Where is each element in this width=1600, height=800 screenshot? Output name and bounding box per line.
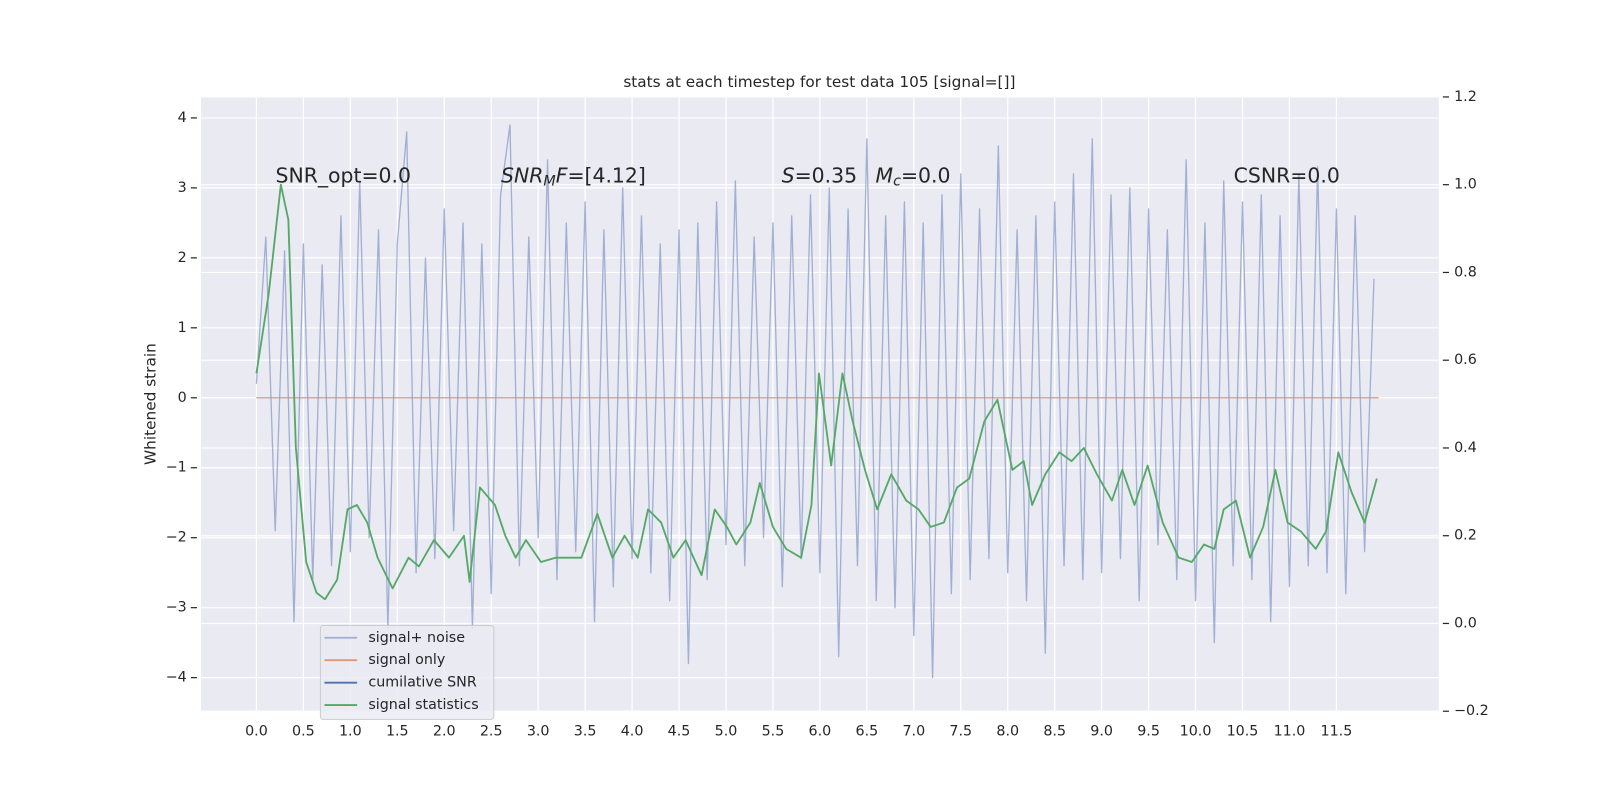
annotation: SNR_opt=0.0 bbox=[276, 164, 412, 189]
y-tick-label: 0 bbox=[178, 390, 187, 406]
x-tick-label: 0.0 bbox=[245, 724, 268, 740]
y-tick-label: 3 bbox=[178, 180, 187, 196]
annotation-part: =[4.12] bbox=[567, 164, 645, 188]
legend-label: signal+ noise bbox=[368, 630, 465, 646]
x-tick-label: 1.5 bbox=[386, 724, 409, 740]
annotation-part: c bbox=[893, 174, 901, 190]
y2-tick-label: 0.2 bbox=[1454, 528, 1477, 544]
x-tick-label: 3.0 bbox=[527, 724, 550, 740]
x-tick-label: 8.0 bbox=[996, 724, 1019, 740]
x-tick-label: 7.5 bbox=[949, 724, 972, 740]
annotation-part: SNR bbox=[501, 164, 543, 188]
series-line bbox=[255, 124, 1375, 679]
annotation-part: F bbox=[556, 164, 568, 188]
legend-label: cumilative SNR bbox=[368, 675, 476, 691]
annotation: S=0.35 bbox=[782, 164, 857, 188]
annotation: CSNR=0.0 bbox=[1234, 164, 1340, 188]
legend: signal+ noise signal only cumilative SNR si… bbox=[319, 625, 495, 720]
y2-tick-label: 1.2 bbox=[1454, 89, 1477, 105]
series-line bbox=[255, 183, 1378, 601]
y-tick-label: −1 bbox=[166, 460, 187, 476]
x-tick-label: 10.5 bbox=[1227, 724, 1259, 740]
x-tick-label: 3.5 bbox=[574, 724, 597, 740]
y-tick-label: 1 bbox=[178, 320, 187, 336]
x-tick-label: 5.0 bbox=[715, 724, 738, 740]
x-tick-label: 11.5 bbox=[1321, 724, 1353, 740]
x-tick-label: 7.0 bbox=[902, 724, 925, 740]
legend-label: signal statistics bbox=[368, 697, 478, 713]
annotation-part: =0.35 bbox=[795, 164, 858, 188]
chart-title: stats at each timestep for test data 105… bbox=[623, 73, 1015, 91]
labels: 0.0 0.5 1.0 1.5 2.0 2.5 3.0 3.5 4.0 4.5 5.0 5.5 6.0 6… bbox=[166, 89, 1489, 740]
x-tick-label: 10.0 bbox=[1180, 724, 1212, 740]
x-tick-label: 8.5 bbox=[1043, 724, 1066, 740]
annotation: SNRMF=[4.12] bbox=[501, 164, 646, 190]
y-tick-label: 2 bbox=[178, 250, 187, 266]
y2-tick-label: 0.6 bbox=[1454, 352, 1477, 368]
annotation-part: CSNR=0.0 bbox=[1234, 164, 1340, 188]
legend-label: signal only bbox=[368, 652, 445, 668]
annotation-part: =0.0 bbox=[901, 164, 951, 188]
x-tick-label: 6.5 bbox=[856, 724, 879, 740]
y-tick-label: −4 bbox=[166, 670, 187, 686]
x-tick-label: 9.0 bbox=[1090, 724, 1113, 740]
y-tick-label: −2 bbox=[166, 530, 187, 546]
x-tick-label: 1.0 bbox=[339, 724, 362, 740]
y-tick-label: −3 bbox=[166, 600, 187, 616]
y-axis-label: Whitened strain bbox=[142, 343, 160, 465]
annotation-part: M bbox=[543, 174, 555, 190]
y2-tick-label: 0.4 bbox=[1454, 440, 1477, 456]
x-tick-label: 9.5 bbox=[1137, 724, 1160, 740]
y-tick-label: 4 bbox=[178, 110, 187, 126]
y2-tick-label: −0.2 bbox=[1454, 703, 1489, 719]
x-tick-label: 11.0 bbox=[1274, 724, 1306, 740]
x-tick-label: 6.0 bbox=[809, 724, 832, 740]
annotation-part: M bbox=[876, 164, 894, 188]
x-tick-label: 2.5 bbox=[480, 724, 503, 740]
x-tick-label: 0.5 bbox=[292, 724, 315, 740]
x-tick-label: 2.0 bbox=[433, 724, 456, 740]
y2-tick-label: 0.0 bbox=[1454, 615, 1477, 631]
annotation: Mc=0.0 bbox=[876, 164, 951, 190]
y2-tick-label: 1.0 bbox=[1454, 177, 1477, 193]
y2-tick-label: 0.8 bbox=[1454, 264, 1477, 280]
annotation-part: SNR_opt=0.0 bbox=[276, 164, 412, 189]
x-tick-label: 4.5 bbox=[668, 724, 691, 740]
marks bbox=[255, 124, 1379, 679]
annotation-part: S bbox=[782, 164, 795, 188]
x-tick-label: 4.0 bbox=[621, 724, 644, 740]
x-tick-label: 5.5 bbox=[762, 724, 785, 740]
legend-box bbox=[319, 625, 495, 720]
